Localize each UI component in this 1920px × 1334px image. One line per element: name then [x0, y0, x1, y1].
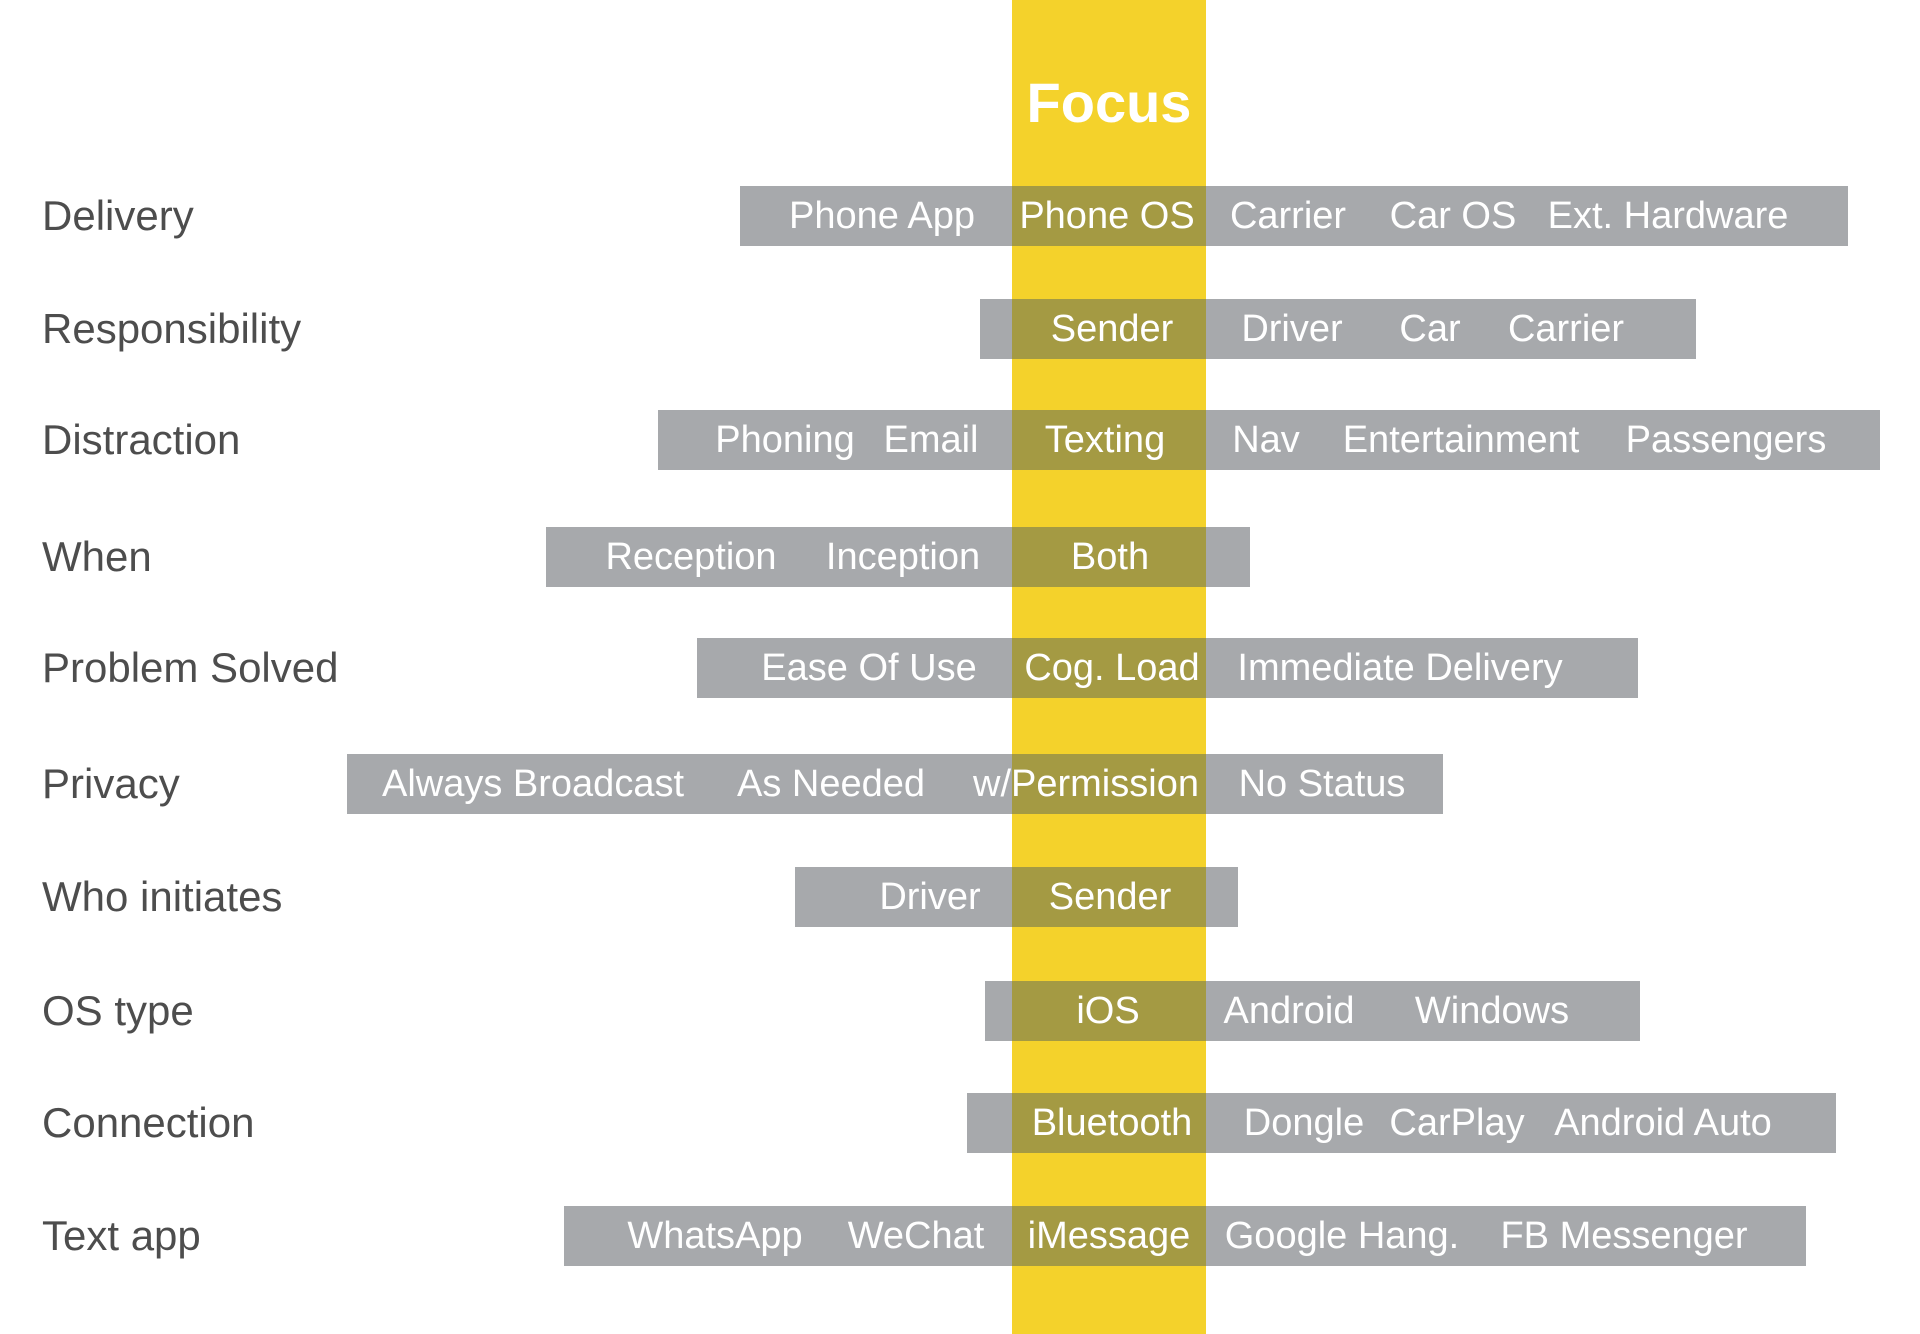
option: No Status — [1238, 763, 1406, 805]
option: WeChat — [847, 1215, 985, 1257]
option: Phone App — [789, 195, 975, 237]
row-label: When — [42, 533, 152, 580]
option: Inception — [825, 536, 981, 578]
row-label: Delivery — [42, 192, 194, 239]
row-label: Who initiates — [42, 873, 283, 920]
option-focused: Texting — [1044, 419, 1166, 461]
option-bar — [740, 186, 1848, 246]
option: Ease Of Use — [761, 647, 977, 689]
option-focused: iOS — [1076, 990, 1140, 1032]
option: Google Hang. — [1224, 1215, 1460, 1257]
row-delivery: Delivery Phone App Phone OS Carrier Car OS Ex… — [0, 186, 1920, 246]
option: Carrier — [1507, 308, 1625, 350]
option: As Needed — [736, 763, 926, 805]
option-bar — [658, 410, 1880, 470]
option: Nav — [1232, 419, 1300, 461]
row-label: OS type — [42, 987, 194, 1034]
option-focused: Sender — [1050, 308, 1174, 350]
focus-overlap — [1012, 638, 1206, 698]
option: Immediate Delivery — [1237, 647, 1563, 689]
row-privacy: Privacy Always Broadcast As Needed w/Permis… — [0, 754, 1920, 814]
row-responsibility: Responsibility Sender Driver Car Carrier — [0, 299, 1920, 359]
option: Driver — [879, 876, 981, 918]
focus-overlap — [1012, 981, 1206, 1041]
row-label: Distraction — [42, 416, 241, 463]
option: Ext. Hardware — [1547, 195, 1789, 237]
option: Carrier — [1229, 195, 1347, 237]
focus-overlap — [1012, 410, 1206, 470]
option-focused: Phone OS — [1019, 195, 1195, 237]
row-label: Privacy — [42, 760, 180, 807]
option: Android Auto — [1554, 1102, 1772, 1144]
row-who-initiates: Who initiates Driver Sender — [0, 867, 1920, 927]
focus-overlap — [1012, 867, 1206, 927]
focus-overlap — [1012, 1093, 1206, 1153]
focus-overlap — [1012, 186, 1206, 246]
option: Car — [1399, 308, 1461, 350]
row-problem-solved: Problem Solved Ease Of Use Cog. Load Immedi… — [0, 638, 1920, 698]
option: CarPlay — [1389, 1102, 1525, 1144]
row-label: Problem Solved — [42, 644, 339, 691]
focus-overlap — [1012, 1206, 1206, 1266]
option-focused: Both — [1070, 536, 1150, 578]
option: Email — [883, 419, 979, 461]
row-label: Text app — [42, 1212, 201, 1259]
row-text-app: Text app WhatsApp WeChat iMessage Google Han… — [0, 1206, 1920, 1266]
option-focused: iMessage — [1027, 1215, 1191, 1257]
option-bar — [347, 754, 1443, 814]
option: Entertainment — [1342, 419, 1580, 461]
row-label: Connection — [42, 1099, 255, 1146]
option-focused: w/Permission — [973, 763, 1199, 805]
option: Reception — [605, 536, 777, 578]
option: Driver — [1241, 308, 1343, 350]
option: WhatsApp — [627, 1215, 803, 1257]
option: Windows — [1414, 990, 1570, 1032]
option-focused: Cog. Load — [1024, 647, 1200, 689]
row-label: Responsibility — [42, 305, 302, 352]
row-distraction: Distraction Phoning Email Texting Nav Enterta… — [0, 410, 1920, 470]
option: Passengers — [1625, 419, 1827, 461]
option: FB Messenger — [1500, 1215, 1748, 1257]
option: Phoning — [715, 419, 855, 461]
focus-overlap — [1012, 754, 1206, 814]
option-focused: Sender — [1048, 876, 1172, 918]
focus-title: Focus — [1026, 71, 1192, 134]
focus-overlap — [1012, 299, 1206, 359]
option: Dongle — [1243, 1102, 1365, 1144]
focus-overlap — [1012, 527, 1206, 587]
option: Android — [1223, 990, 1355, 1032]
row-when: When Reception Inception Both — [0, 527, 1920, 587]
row-connection: Connection Bluetooth Dongle CarPlay Android … — [0, 1093, 1920, 1153]
option: Always Broadcast — [381, 763, 685, 805]
option-focused: Bluetooth — [1031, 1102, 1193, 1144]
option: Car OS — [1389, 195, 1517, 237]
row-os-type: OS type iOS Android Windows — [0, 981, 1920, 1041]
